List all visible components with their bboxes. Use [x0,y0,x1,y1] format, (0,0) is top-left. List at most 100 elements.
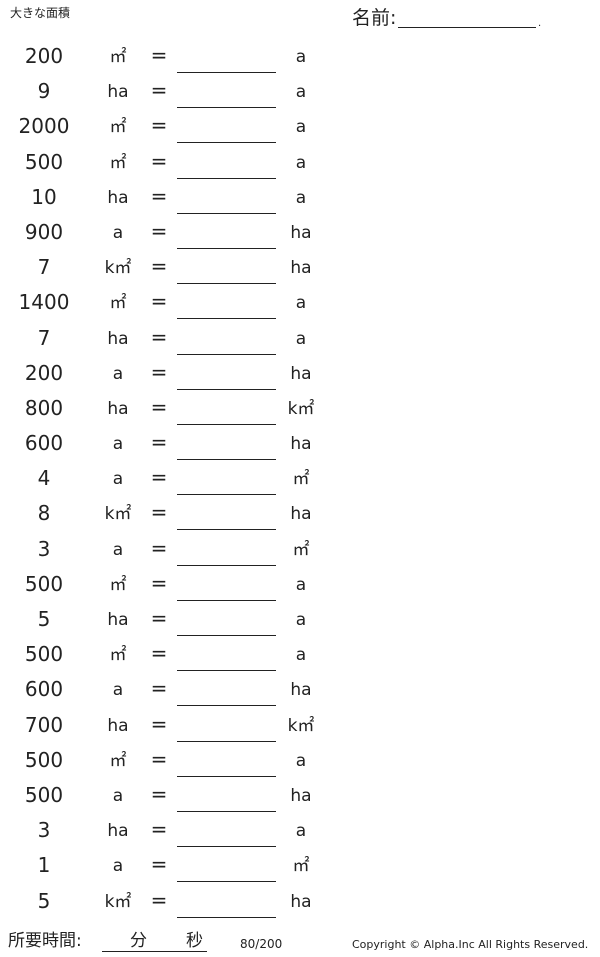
problem-row: 9 ha = a [0,74,340,109]
problem-row: 7 k㎡ = ha [0,250,340,285]
to-unit: a [295,610,307,630]
problem-list: 200 ㎡ = a 9 ha = a 2000 ㎡ = a 500 ㎡ = a … [0,39,340,919]
equals-sign: = [150,535,168,560]
answer-blank[interactable] [177,212,276,214]
problem-value: 600 [24,431,64,456]
answer-blank[interactable] [177,810,276,812]
to-unit: a [295,750,307,771]
time-input-line[interactable] [102,951,207,952]
answer-blank[interactable] [177,881,276,883]
problem-row: 1 a = ㎡ [0,848,340,883]
answer-blank[interactable] [177,599,276,601]
from-unit: a [112,434,124,455]
problem-row: 10 ha = a [0,180,340,215]
copyright: Copyright © Alpha.Inc All Rights Reserve… [352,938,589,951]
problem-row: 4 a = ㎡ [0,461,340,496]
to-unit: a [295,645,307,666]
name-area: 名前: . [352,5,592,31]
problem-value: 200 [24,360,64,385]
problem-row: 500 ㎡ = a [0,567,340,602]
to-unit: ha [290,891,312,912]
answer-blank[interactable] [177,247,276,249]
problem-value: 700 [24,712,64,737]
answer-blank[interactable] [177,353,276,355]
problem-value: 7 [37,255,51,280]
equals-sign: = [150,711,168,736]
from-unit: a [112,539,124,560]
from-unit: ㎡ [109,574,127,595]
equals-sign: = [150,852,168,877]
equals-sign: = [150,43,168,67]
from-unit: a [112,785,124,806]
answer-blank[interactable] [177,564,276,566]
from-unit: ㎡ [109,117,127,138]
to-unit: a [295,152,307,173]
answer-blank[interactable] [177,318,276,320]
problem-row: 900 a = ha [0,215,340,250]
to-unit: a [295,82,307,103]
from-unit: ha [107,821,129,842]
time-area: 所要時間: 分 秒 [8,930,208,954]
equals-sign: = [150,148,168,173]
answer-blank[interactable] [177,72,276,73]
problem-row: 3 a = ㎡ [0,532,340,567]
answer-blank[interactable] [177,459,276,461]
answer-blank[interactable] [177,740,276,742]
from-unit: ha [107,715,129,736]
equals-sign: = [150,465,168,490]
equals-sign: = [150,254,168,279]
problem-row: 200 a = ha [0,356,340,391]
problem-row: 500 a = ha [0,778,340,813]
equals-sign: = [150,817,168,842]
seconds-label: 秒 [186,931,203,951]
answer-blank[interactable] [177,670,276,672]
answer-blank[interactable] [177,107,276,109]
answer-blank[interactable] [177,916,276,918]
problem-value: 1 [37,853,51,878]
problem-value: 800 [24,395,64,420]
from-unit: a [112,222,124,243]
problem-row: 500 ㎡ = a [0,637,340,672]
problem-row: 5 ha = a [0,602,340,637]
answer-blank[interactable] [177,142,276,144]
from-unit: ㎡ [109,645,127,666]
answer-blank[interactable] [177,388,276,390]
answer-blank[interactable] [177,635,276,636]
equals-sign: = [150,430,168,455]
problem-value: 500 [24,642,64,667]
answer-blank[interactable] [177,494,276,496]
equals-sign: = [150,324,168,349]
answer-blank[interactable] [177,705,276,707]
to-unit: ha [290,434,312,455]
equals-sign: = [150,641,168,666]
time-label: 所要時間: [8,931,82,951]
from-unit: ㎡ [109,47,127,67]
to-unit: k㎡ [287,715,315,736]
from-unit: ㎡ [109,293,127,314]
problem-value: 7 [37,325,51,350]
to-unit: a [295,574,307,595]
page-number: 80/200 [240,937,283,951]
minutes-label: 分 [130,931,147,951]
problem-value: 3 [37,536,51,561]
problem-value: 1400 [18,290,70,315]
answer-blank[interactable] [177,775,276,777]
from-unit: a [112,469,124,490]
problem-value: 4 [37,466,51,491]
to-unit: a [295,293,307,314]
answer-blank[interactable] [177,423,276,425]
to-unit: ha [290,785,312,806]
to-unit: ha [290,222,312,243]
answer-blank[interactable] [177,846,276,848]
problem-value: 10 [31,184,57,209]
answer-blank[interactable] [177,283,276,285]
to-unit: a [295,47,307,67]
problem-value: 500 [24,571,64,596]
from-unit: a [112,363,124,384]
equals-sign: = [150,113,168,138]
answer-blank[interactable] [177,177,276,179]
name-input-line[interactable] [398,27,536,28]
equals-sign: = [150,394,168,419]
problem-value: 5 [37,607,51,631]
answer-blank[interactable] [177,529,276,531]
